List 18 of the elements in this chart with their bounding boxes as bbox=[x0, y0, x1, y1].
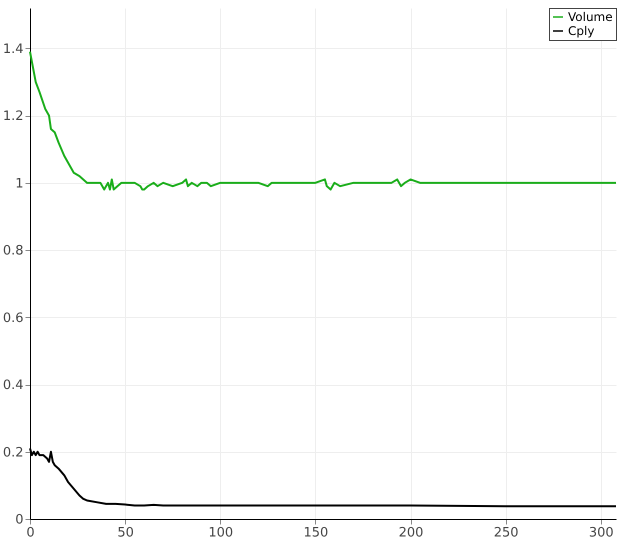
y-tick-label: 0.4 bbox=[2, 378, 24, 394]
legend-label: Cply bbox=[568, 24, 594, 38]
y-tick-label: 0 bbox=[15, 512, 24, 528]
x-tick-label: 0 bbox=[26, 526, 35, 540]
y-tick-label: 0.2 bbox=[2, 445, 24, 460]
x-tick-label: 150 bbox=[303, 526, 328, 540]
x-tick-label: 250 bbox=[494, 526, 519, 540]
y-tick-label: 0.6 bbox=[2, 310, 24, 326]
x-tick-label: 200 bbox=[398, 526, 424, 540]
x-tick-label: 300 bbox=[588, 526, 614, 540]
y-tick-label: 0.8 bbox=[2, 244, 24, 259]
line-series bbox=[29, 50, 617, 191]
y-tick-label: 1.2 bbox=[2, 109, 24, 124]
y-tick-label: 1.4 bbox=[2, 42, 24, 57]
x-tick-label: 100 bbox=[208, 526, 234, 540]
x-tick-label: 50 bbox=[117, 526, 134, 540]
y-tick-label: 1 bbox=[15, 176, 24, 192]
legend-label: Volume bbox=[568, 10, 613, 24]
